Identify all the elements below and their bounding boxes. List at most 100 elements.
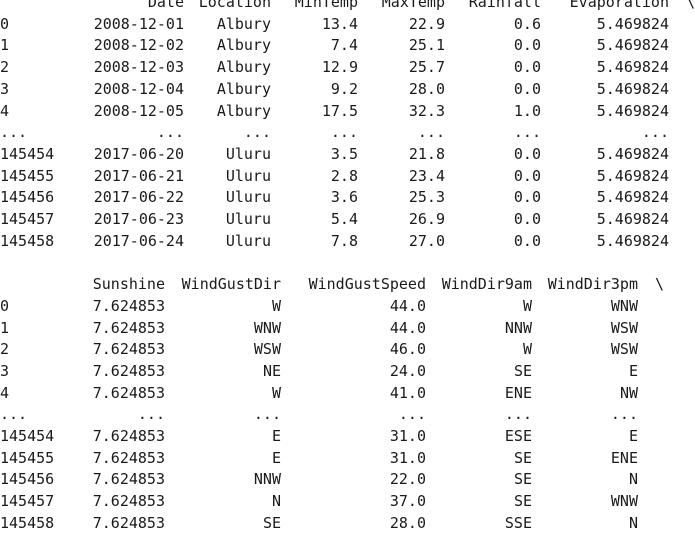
table-cell xyxy=(638,469,664,491)
table-cell: 2017-06-22 xyxy=(93,188,184,207)
table-row: 2 2008-12-03 Albury 12.9 25.7 0.0 5.469824 xyxy=(0,57,695,79)
table-cell: 27.0 xyxy=(408,231,445,250)
row-index: 2 xyxy=(0,340,10,359)
table-cell: 22.9 xyxy=(408,14,445,33)
table-cell: Uluru xyxy=(225,166,271,185)
table-cell: 5.469824 xyxy=(596,101,669,120)
table-cell xyxy=(638,426,664,448)
table-cell xyxy=(638,383,664,405)
column-header: WindGustSpeed xyxy=(308,275,426,294)
table-cell: SE xyxy=(262,513,281,532)
table-cell: ENE xyxy=(504,383,532,402)
table-row: .................. xyxy=(0,404,664,426)
table-cell: ... xyxy=(398,405,426,424)
table-cell: 5.469824 xyxy=(596,14,669,33)
row-index: 4 xyxy=(0,383,10,402)
table-cell: ... xyxy=(137,405,165,424)
table-cell: 13.4 xyxy=(321,14,358,33)
table-cell xyxy=(638,296,664,318)
table-cell: 44.0 xyxy=(389,318,426,337)
table-cell xyxy=(638,491,664,513)
table-cell xyxy=(669,35,695,57)
table-cell: 28.0 xyxy=(389,513,426,532)
table-cell: 5.469824 xyxy=(596,144,669,163)
row-index: 145458 xyxy=(0,231,55,250)
table-row: 145454 2017-06-20 Uluru 3.5 21.8 0.0 5.469824 xyxy=(0,144,695,166)
table-cell: SE xyxy=(513,492,532,511)
table-cell: 0.0 xyxy=(513,210,541,229)
table-cell: SSE xyxy=(504,513,532,532)
index-header xyxy=(0,0,80,14)
table-cell: Uluru xyxy=(225,144,271,163)
table-cell: Albury xyxy=(216,14,271,33)
table-cell: 31.0 xyxy=(389,427,426,446)
table-cell: 0.0 xyxy=(513,36,541,55)
table-cell: ... xyxy=(417,123,445,142)
table-cell xyxy=(669,231,695,253)
table-cell: 2017-06-21 xyxy=(93,166,184,185)
table-cell: 0.0 xyxy=(513,58,541,77)
row-index: 145455 xyxy=(0,448,55,467)
row-index: 2 xyxy=(0,58,10,77)
line-continuation-marker: \ xyxy=(685,0,695,11)
row-index: 145456 xyxy=(0,470,55,489)
column-header: Sunshine xyxy=(92,275,165,294)
row-index: 1 xyxy=(0,36,10,55)
table-cell: SE xyxy=(513,448,532,467)
table-cell: NNW xyxy=(504,318,532,337)
table-cell: ... xyxy=(243,123,271,142)
table-cell: 7.624853 xyxy=(92,318,165,337)
table-cell: 7.624853 xyxy=(92,513,165,532)
table-cell: W xyxy=(271,383,281,402)
table-cell: 37.0 xyxy=(389,492,426,511)
table-cell: 5.469824 xyxy=(596,79,669,98)
table-cell: 7.624853 xyxy=(92,470,165,489)
table-cell: ... xyxy=(330,123,358,142)
table-row: 1 7.624853 WNW 44.0 NNW WSW xyxy=(0,318,664,340)
table-row: 145458 2017-06-24 Uluru 7.8 27.0 0.0 5.469824 xyxy=(0,231,695,253)
table-row: 0 7.624853 W 44.0 W WNW xyxy=(0,296,664,318)
table-row: 145458 7.624853 SE 28.0 SSE N xyxy=(0,513,664,535)
row-index: 0 xyxy=(0,14,10,33)
table-cell xyxy=(638,448,664,470)
table-cell: E xyxy=(628,427,638,446)
table-row: 3 7.624853 NE 24.0 SE E xyxy=(0,361,664,383)
table-row: 1 2008-12-02 Albury 7.4 25.1 0.0 5.469824 xyxy=(0,35,695,57)
table-cell: 3.5 xyxy=(330,144,358,163)
table-cell: 23.4 xyxy=(408,166,445,185)
table-cell: 28.0 xyxy=(408,79,445,98)
table-cell: ENE xyxy=(610,448,638,467)
table-cell: 2008-12-03 xyxy=(93,58,184,77)
row-index: 3 xyxy=(0,79,10,98)
table-cell xyxy=(638,513,664,535)
table-cell: 0.0 xyxy=(513,144,541,163)
table-cell: Uluru xyxy=(225,188,271,207)
row-index: 145455 xyxy=(0,166,55,185)
row-index: ... xyxy=(0,405,28,424)
column-header: Evaporation xyxy=(569,0,669,11)
table-cell: 2017-06-20 xyxy=(93,144,184,163)
table-row: 145455 2017-06-21 Uluru 2.8 23.4 0.0 5.469824 xyxy=(0,166,695,188)
table-cell: 7.624853 xyxy=(92,448,165,467)
table-cell: E xyxy=(271,448,281,467)
row-index: 145454 xyxy=(0,427,55,446)
table-cell: 7.4 xyxy=(330,36,358,55)
table-cell: E xyxy=(271,427,281,446)
table-cell: 9.2 xyxy=(330,79,358,98)
table-cell: 2008-12-01 xyxy=(93,14,184,33)
table-cell: WSW xyxy=(610,318,638,337)
table-cell: N xyxy=(628,513,638,532)
table-row: 2 7.624853 WSW 46.0 W WSW xyxy=(0,339,664,361)
table-cell: 5.469824 xyxy=(596,210,669,229)
row-index: 145454 xyxy=(0,144,55,163)
table-row: 3 2008-12-04 Albury 9.2 28.0 0.0 5.469824 xyxy=(0,79,695,101)
row-index: 1 xyxy=(0,318,10,337)
table-cell: NE xyxy=(262,361,281,380)
table-cell: 2008-12-04 xyxy=(93,79,184,98)
table-cell: 7.624853 xyxy=(92,383,165,402)
table-cell: WSW xyxy=(253,340,281,359)
table-cell: 5.469824 xyxy=(596,188,669,207)
table-cell: 7.624853 xyxy=(92,492,165,511)
table-cell: N xyxy=(271,492,281,511)
table-cell: 2.8 xyxy=(330,166,358,185)
